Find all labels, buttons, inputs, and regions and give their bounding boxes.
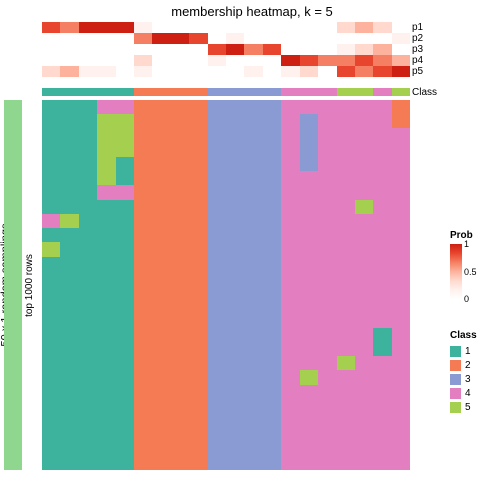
probability-heatmap bbox=[42, 22, 410, 77]
probability-row-labels: p1p2p3p4p5Class bbox=[412, 22, 437, 98]
main-heatmap bbox=[42, 100, 410, 470]
sampling-bar bbox=[4, 100, 22, 470]
legend-class: Class 12345 bbox=[450, 330, 502, 414]
rows-axis-label: top 1000 rows bbox=[23, 100, 35, 470]
class-strip bbox=[42, 88, 410, 96]
chart-title: membership heatmap, k = 5 bbox=[0, 4, 504, 19]
legend-prob: Prob 10.50 bbox=[450, 230, 502, 301]
